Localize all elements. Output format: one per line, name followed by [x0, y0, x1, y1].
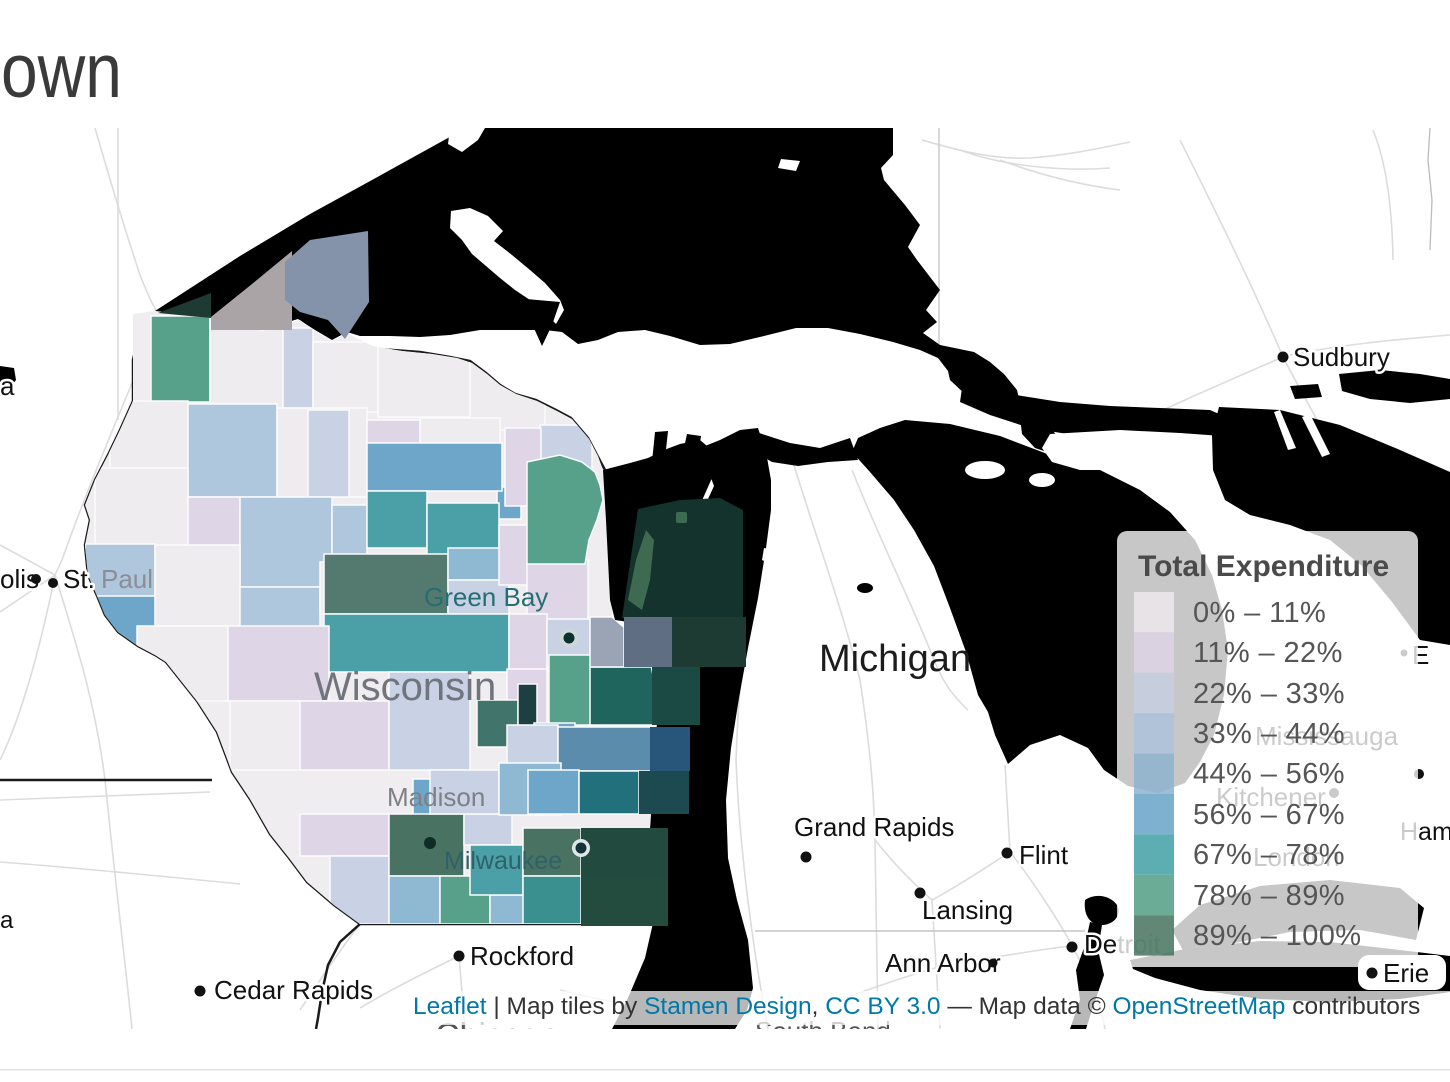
svg-text:0% – 11%: 0% – 11% [1193, 597, 1326, 629]
svg-text:Flint: Flint [1019, 840, 1069, 870]
svg-text:Lansing: Lansing [922, 895, 1013, 925]
svg-text:Sudbury: Sudbury [1293, 342, 1390, 372]
svg-text:Cedar Rapids: Cedar Rapids [214, 975, 373, 1005]
svg-text:Wisconsin: Wisconsin [314, 665, 496, 709]
svg-text:33% – 44%: 33% – 44% [1193, 718, 1345, 750]
svg-text:Michigan: Michigan [819, 638, 971, 680]
svg-text:Rockford: Rockford [470, 941, 574, 971]
svg-text:Erie: Erie [1383, 958, 1429, 988]
svg-text:own: own [1, 28, 122, 114]
svg-text:Grand Rapids: Grand Rapids [794, 812, 954, 842]
svg-text:22% – 33%: 22% – 33% [1193, 678, 1345, 710]
svg-text:a: a [0, 907, 14, 934]
svg-text:Ann Arbor: Ann Arbor [885, 948, 1001, 978]
svg-text:Madison: Madison [387, 782, 485, 812]
svg-text:78% – 89%: 78% – 89% [1193, 880, 1345, 912]
svg-text:Green Bay: Green Bay [424, 582, 548, 612]
svg-text:St.: St. [63, 564, 95, 594]
svg-text:Milwaukee: Milwaukee [444, 847, 562, 875]
svg-text:67% – 78%: 67% – 78% [1193, 839, 1345, 871]
svg-text:Total Expenditure: Total Expenditure [1138, 550, 1389, 583]
svg-text:Leaflet | Map tiles by Stamen: Leaflet | Map tiles by Stamen Design, CC… [413, 993, 1420, 1020]
svg-text:56% – 67%: 56% – 67% [1193, 799, 1345, 831]
svg-text:44% – 56%: 44% – 56% [1193, 758, 1345, 790]
svg-text:Paul: Paul [101, 564, 153, 594]
svg-text:89% – 100%: 89% – 100% [1193, 920, 1361, 952]
svg-text:a: a [0, 371, 15, 401]
svg-text:11% – 22%: 11% – 22% [1193, 637, 1343, 669]
